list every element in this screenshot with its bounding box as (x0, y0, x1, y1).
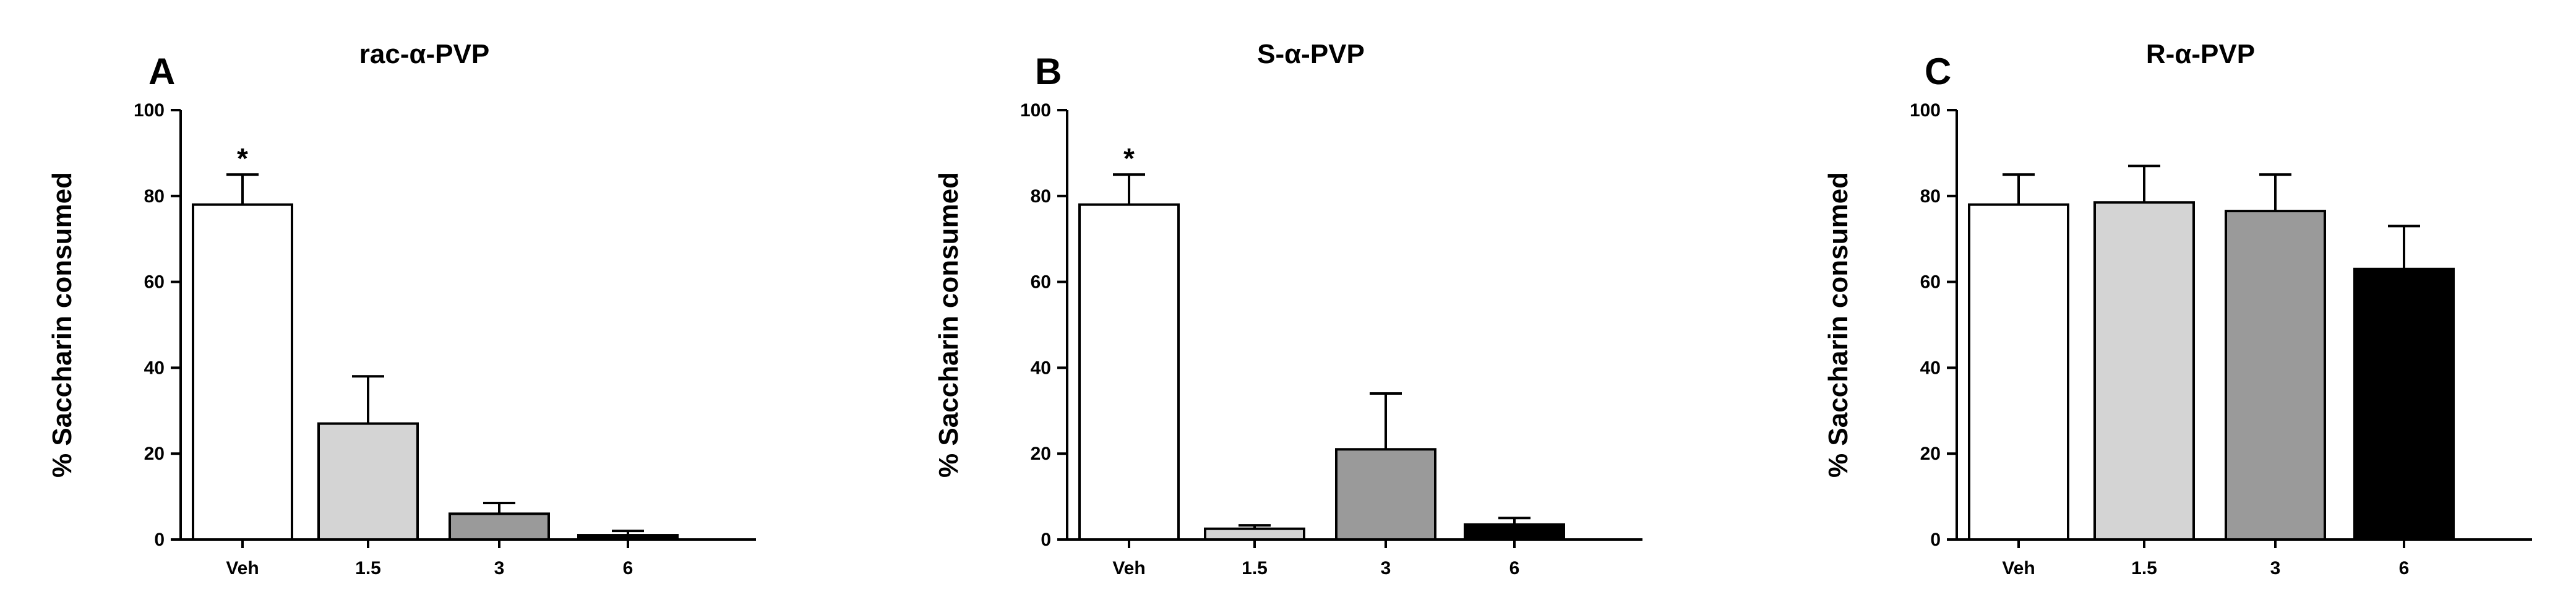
panel-c: C R-α-PVP % Saccharin consumed 0 20 40 60 80 100… (1823, 39, 2532, 578)
x-tick-label: Veh (1112, 558, 1145, 578)
y-tick-label: 0 (154, 530, 165, 550)
y-tick-label: 20 (1031, 444, 1051, 464)
bar (1464, 523, 1565, 541)
bar (192, 203, 293, 541)
x-tick-label: 3 (494, 558, 505, 578)
y-tick-label: 20 (1920, 444, 1941, 464)
y-tick-label: 40 (144, 358, 165, 378)
y-tick-label: 100 (1020, 100, 1051, 121)
y-tick-label: 100 (1910, 100, 1941, 121)
bar (1078, 203, 1180, 541)
y-tick-label: 80 (1031, 186, 1051, 207)
x-tick-label: 1.5 (355, 558, 381, 578)
x-tick-label: 6 (1509, 558, 1520, 578)
panel-title: R-α-PVP (2146, 39, 2255, 69)
panel-letter: B (1035, 51, 1062, 92)
x-tick-label: 6 (2399, 558, 2410, 578)
significance-asterisk: * (1123, 142, 1135, 174)
x-tick-label: 3 (1381, 558, 1391, 578)
y-axis-label: % Saccharin consumed (934, 172, 964, 478)
y-tick-label: 0 (1041, 530, 1051, 550)
panel-letter: A (148, 51, 175, 92)
y-tick-label: 60 (1031, 272, 1051, 293)
panel-title: S-α-PVP (1257, 39, 1365, 69)
bar (1968, 203, 2069, 541)
bar (2093, 201, 2195, 541)
y-tick-label: 60 (1920, 272, 1941, 293)
x-tick-label: Veh (2002, 558, 2035, 578)
y-tick-label: 0 (1930, 530, 1941, 550)
panel-title: rac-α-PVP (359, 39, 489, 69)
bar (2225, 210, 2326, 541)
bar (2353, 267, 2455, 541)
x-tick-label: 1.5 (2131, 558, 2157, 578)
y-axis-label: % Saccharin consumed (1823, 172, 1853, 478)
y-tick-label: 80 (144, 186, 165, 207)
x-tick-label: 3 (2270, 558, 2281, 578)
y-tick-label: 80 (1920, 186, 1941, 207)
bar (1335, 448, 1436, 541)
bar (577, 534, 679, 541)
y-tick-label: 20 (144, 444, 165, 464)
x-tick-label: 6 (623, 558, 633, 578)
bar (1204, 527, 1305, 541)
y-tick-label: 100 (134, 100, 165, 121)
y-tick-label: 40 (1920, 358, 1941, 378)
panel-b: B S-α-PVP % Saccharin consumed 0 20 40 60 80 100… (934, 39, 1642, 578)
significance-asterisk: * (237, 142, 248, 174)
y-tick-label: 40 (1031, 358, 1051, 378)
y-axis-label: % Saccharin consumed (47, 172, 77, 478)
bar (317, 422, 419, 541)
x-tick-label: 1.5 (1242, 558, 1268, 578)
x-tick-label: Veh (226, 558, 259, 578)
panel-letter: C (1925, 51, 1951, 92)
bar (449, 512, 550, 541)
y-tick-label: 60 (144, 272, 165, 293)
